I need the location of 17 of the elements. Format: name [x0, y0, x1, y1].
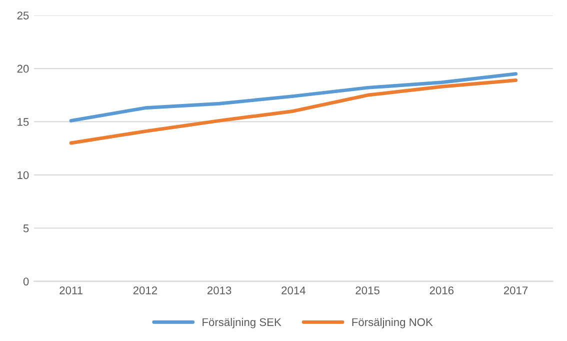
x-tick-label: 2016 — [430, 286, 454, 294]
y-tick-label: 15 — [18, 118, 29, 126]
y-tick-label: 20 — [17, 64, 29, 73]
x-tick-label: 2011 — [60, 286, 82, 294]
y-tick-label: 5 — [23, 224, 29, 232]
y-tick-label: 0 — [23, 278, 29, 286]
y-tick-label: 10 — [18, 171, 29, 180]
x-tick-label: 2012 — [133, 286, 157, 294]
legend-label: Försäljning NOK — [352, 318, 433, 328]
y-tick-label: 25 — [17, 12, 29, 20]
x-tick-label: 2015 — [356, 286, 380, 294]
x-tick-label: 2017 — [504, 286, 528, 294]
x-tick-label: 2014 — [282, 286, 306, 294]
legend-label: Försäljning SEK — [202, 318, 282, 328]
line-series — [69, 72, 518, 122]
x-tick-label: 2013 — [208, 286, 232, 294]
line-series — [69, 78, 518, 145]
